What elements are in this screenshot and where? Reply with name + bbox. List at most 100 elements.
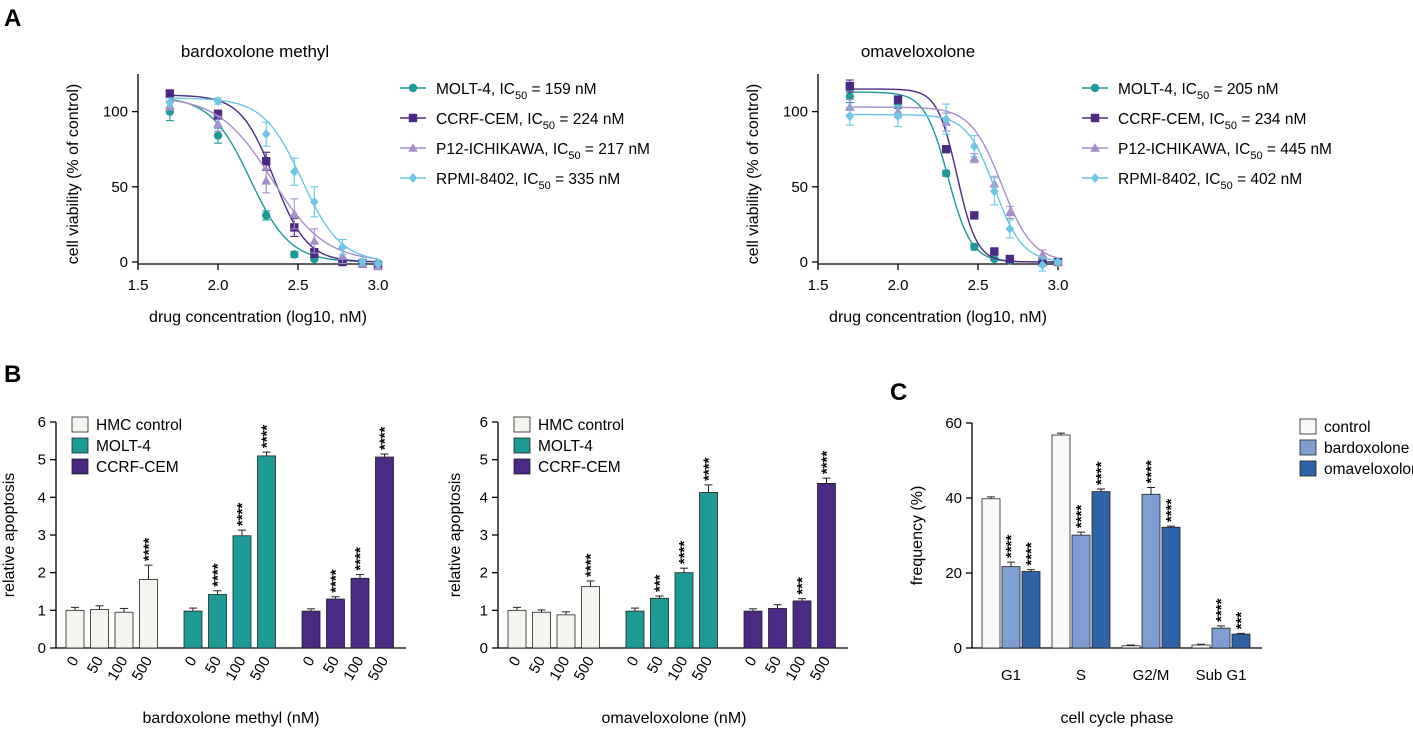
chart-title: omaveloxolone	[861, 42, 975, 61]
legend-label: CCRF-CEM, IC50 = 224 nM	[436, 111, 624, 132]
x-tick-label: 500	[247, 654, 274, 684]
y-tick-label: 3	[480, 527, 488, 544]
significance-label: ***	[794, 577, 811, 595]
legend-swatch	[71, 437, 89, 454]
bar	[1021, 571, 1041, 649]
series-p12-ichikawa	[165, 99, 383, 271]
legend-entry-p12-ichikawa: P12-ICHIKAWA, IC50 = 445 nM	[1082, 141, 1332, 162]
legend-entry-ccrf-cem: CCRF-CEM	[71, 458, 179, 476]
legend-label-part: P12-ICHIKAWA, IC	[1118, 141, 1250, 158]
x-tick-label: 500	[689, 654, 716, 684]
legend-entry-rpmi-8402: RPMI-8402, IC50 = 402 nM	[1082, 171, 1302, 192]
bar	[1211, 627, 1231, 649]
x-axis-label: omaveloxolone (nM)	[602, 710, 747, 727]
legend-label-part: 50	[1250, 150, 1262, 162]
x-tick-label: 3.0	[1048, 277, 1069, 294]
legend-label-part: RPMI-8402, IC	[1118, 171, 1221, 188]
legend-swatch	[71, 416, 89, 433]
y-tick-label: 40	[945, 490, 962, 507]
bar	[674, 572, 694, 649]
data-point	[990, 247, 999, 256]
bar	[114, 611, 134, 649]
bar	[375, 456, 394, 649]
x-tick-label: 100	[222, 654, 249, 684]
chart-omaveloxolone-apoptosis: 0 1 2 3 4 5 6 omaveloxolone (nM) relative apopto…	[447, 414, 848, 727]
legend-label: CCRF-CEM	[538, 459, 621, 476]
bar	[1121, 645, 1141, 649]
significance-label: ****	[819, 451, 836, 475]
legend-swatch	[1299, 439, 1317, 456]
legend-label-part: = 205 nM	[1209, 81, 1278, 98]
data-point	[845, 111, 855, 122]
data-point	[165, 107, 175, 116]
significance-label: ****	[583, 553, 600, 577]
chart-bardoxolone-apoptosis: 0 1 2 3 4 5 6 bardoxolone methyl (nM) relative a…	[1, 414, 406, 727]
y-tick-label: 100	[103, 104, 128, 121]
data-point	[941, 169, 951, 178]
x-tick-label: 2.5	[288, 277, 309, 294]
y-axis-label: relative apoptosis	[447, 473, 464, 598]
y-tick-label: 2	[38, 565, 46, 582]
bar	[350, 577, 370, 649]
legend-entry-control: control	[1299, 418, 1371, 436]
significance-label: ****	[1163, 499, 1180, 523]
legend-label-part: = 234 nM	[1237, 111, 1306, 128]
data-point	[990, 186, 999, 197]
data-point	[289, 208, 300, 218]
data-point	[337, 250, 348, 260]
y-tick-label: 0	[38, 640, 46, 657]
x-tick-label: 1.5	[128, 277, 149, 294]
legend-label-part: 50	[1221, 180, 1233, 192]
legend-marker	[1090, 83, 1100, 93]
y-tick-label: 100	[783, 104, 808, 121]
chart-bardoxolone-viability: bardoxolone methyl 1.5 2.0 2.5 3.0 0 50 100 drug…	[65, 42, 650, 326]
data-point	[358, 257, 367, 267]
x-tick-label: 500	[129, 654, 156, 684]
data-point	[941, 145, 951, 154]
data-point	[213, 110, 223, 119]
x-tick-label: 0	[300, 654, 319, 670]
data-point	[261, 211, 271, 220]
bar	[532, 611, 551, 649]
chart-omaveloxolone-viability: omaveloxolone 1.5 2.0 2.5 3.0 0 50 100 drug conc…	[745, 42, 1332, 326]
legend-label-part: = 224 nM	[555, 111, 624, 128]
y-tick-label: 3	[38, 527, 46, 544]
panel-letter-c: C	[890, 379, 907, 406]
data-point	[1038, 260, 1047, 271]
x-tick-label: 50	[202, 654, 225, 677]
y-axis-label: cell viability (% of control)	[745, 84, 762, 265]
legend-label: HMC control	[538, 417, 624, 434]
x-tick-label: 0	[182, 654, 201, 670]
x-tick-label: 2.0	[888, 277, 909, 294]
y-tick-label: 4	[38, 489, 46, 506]
legend-entry-omaveloxolone: omaveloxolone	[1299, 460, 1413, 478]
legend-label: P12-ICHIKAWA, IC50 = 217 nM	[436, 141, 650, 162]
x-tick-label: Sub G1	[1196, 667, 1247, 684]
series-rpmi-8402	[845, 103, 1063, 272]
legend-label-part: CCRF-CEM, IC	[1118, 111, 1225, 128]
series-ccrf-cem: *******	[743, 451, 836, 649]
x-tick-label: 50	[762, 654, 785, 677]
bar	[90, 609, 109, 649]
legend-label-part: MOLT-4, IC	[1118, 81, 1197, 98]
legend-label: CCRF-CEM, IC50 = 234 nM	[1118, 111, 1306, 132]
bar	[1091, 491, 1111, 649]
bar	[768, 608, 787, 649]
fit-curve	[849, 106, 1059, 259]
x-axis-label: bardoxolone methyl (nM)	[143, 710, 320, 727]
x-tick-label: 50	[320, 654, 343, 677]
legend-swatch	[1299, 460, 1317, 477]
fit-curve	[849, 113, 1059, 262]
data-point	[845, 92, 855, 101]
legend-label-part: 50	[543, 120, 555, 132]
significance-label: ****	[1213, 598, 1230, 622]
significance-label: ****	[1143, 460, 1160, 484]
series-bardoxolone-methyl: ****************	[1001, 460, 1231, 649]
bar	[1071, 534, 1091, 649]
legend-label-part: = 445 nM	[1263, 141, 1332, 158]
bar	[301, 610, 321, 649]
x-tick-label: 50	[526, 654, 549, 677]
bar	[208, 594, 227, 649]
data-point	[290, 250, 299, 259]
